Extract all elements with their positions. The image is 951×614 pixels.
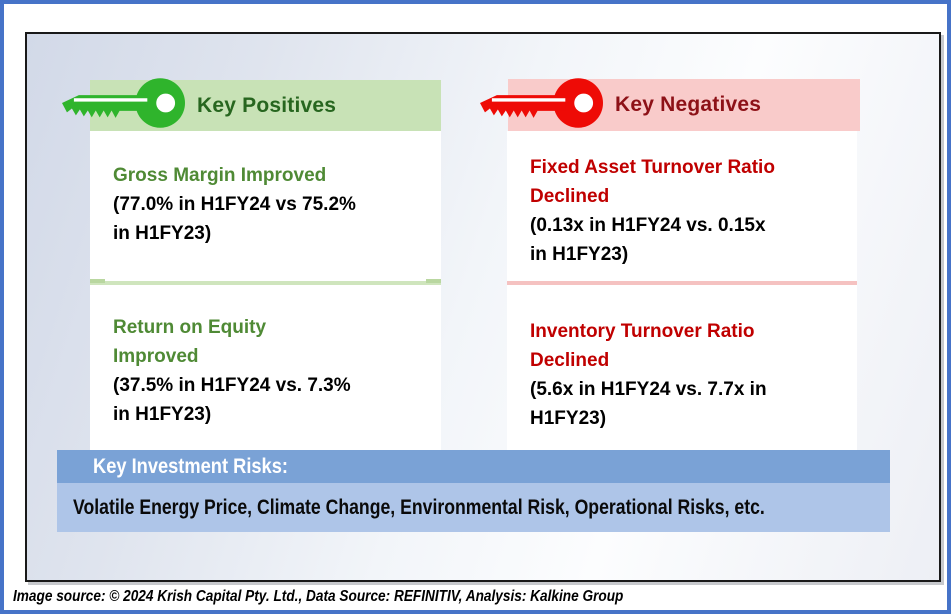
positive-item-gross-margin: Gross Margin Improved (77.0% in H1FY24 v… bbox=[113, 161, 431, 248]
negatives-card: Fixed Asset Turnover Ratio Declined (0.1… bbox=[507, 131, 857, 450]
negative-item-inventory-turnover: Inventory Turnover Ratio Declined (5.6x … bbox=[530, 317, 847, 433]
negative-item-detail: (5.6x in H1FY24 vs. 7.7x in H1FY23) bbox=[530, 379, 767, 429]
divider-cap bbox=[90, 279, 105, 283]
risks-header-bar: Key Investment Risks: bbox=[57, 450, 890, 483]
positive-item-title: Return on Equity Improved bbox=[113, 317, 267, 367]
negative-item-fixed-asset-turnover: Fixed Asset Turnover Ratio Declined (0.1… bbox=[530, 153, 847, 269]
risks-body-bar: Volatile Energy Price, Climate Change, E… bbox=[57, 483, 890, 532]
positives-title: Key Positives bbox=[197, 94, 337, 117]
positives-divider bbox=[90, 279, 441, 285]
positives-card: Gross Margin Improved (77.0% in H1FY24 v… bbox=[90, 131, 441, 450]
negative-item-detail: (0.13x in H1FY24 vs. 0.15x in H1FY23) bbox=[530, 215, 766, 265]
negatives-divider bbox=[507, 281, 857, 285]
positive-item-title: Gross Margin Improved bbox=[113, 165, 327, 186]
footer-attribution-text: Image source: © 2024 Krish Capital Pty. … bbox=[13, 588, 624, 605]
risks-text: Volatile Energy Price, Climate Change, E… bbox=[73, 496, 765, 519]
positive-item-detail: (37.5% in H1FY24 vs. 7.3% in H1FY23) bbox=[113, 375, 351, 425]
red-key-icon bbox=[480, 78, 604, 128]
positive-item-detail: (77.0% in H1FY24 vs 75.2% in H1FY23) bbox=[113, 194, 356, 244]
divider-cap bbox=[426, 279, 441, 283]
negatives-title: Key Negatives bbox=[615, 93, 762, 116]
risks-title: Key Investment Risks: bbox=[93, 455, 288, 478]
green-key-icon bbox=[62, 78, 186, 128]
positive-item-return-on-equity: Return on Equity Improved (37.5% in H1FY… bbox=[113, 313, 431, 429]
negative-item-title: Fixed Asset Turnover Ratio Declined bbox=[530, 157, 775, 207]
negative-item-title: Inventory Turnover Ratio Declined bbox=[530, 321, 755, 371]
footer: Image source: © 2024 Krish Capital Pty. … bbox=[13, 585, 943, 609]
